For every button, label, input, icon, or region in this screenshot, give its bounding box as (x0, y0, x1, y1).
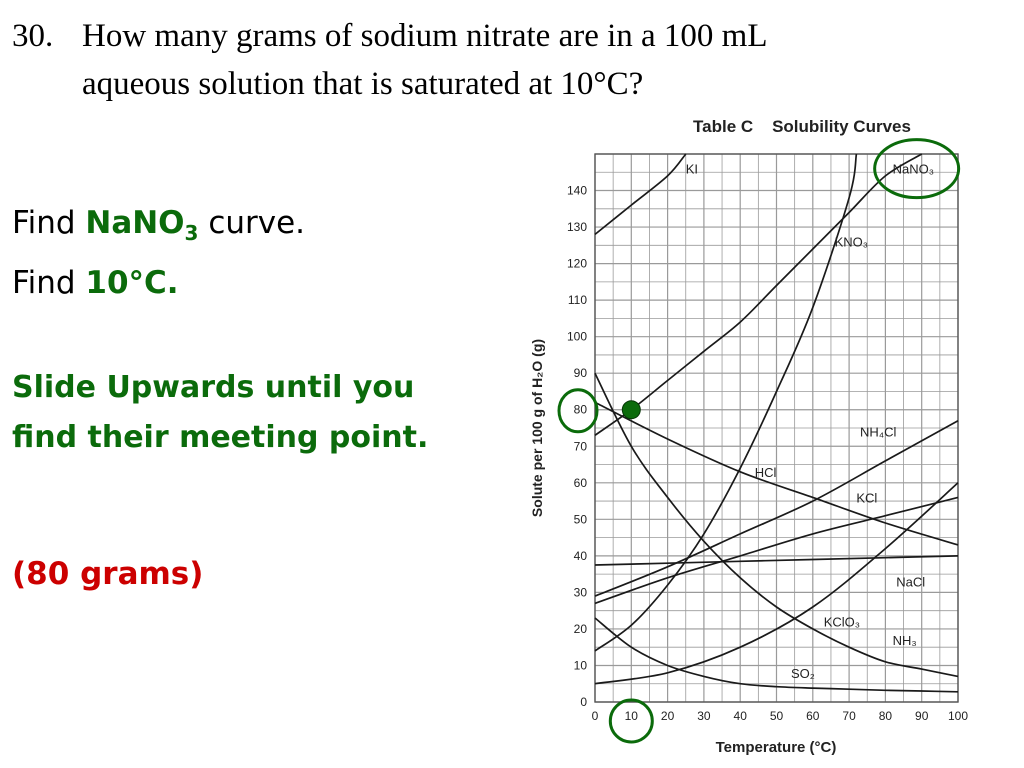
curve-labels: KI NaNO₃ KNO₃ NH₄Cl HCl KCl NaCl KClO₃ NH₃ SO₂ (686, 162, 934, 681)
y-tick-label: 50 (574, 512, 588, 526)
y-tick-label: 90 (574, 366, 588, 380)
x-axis-label: Temperature (°C) (716, 739, 837, 756)
y-tick-label: 0 (580, 695, 587, 709)
curve-kclo₃ (594, 482, 959, 685)
curve-label: SO₂ (791, 666, 815, 681)
y-tick-label: 100 (567, 330, 587, 344)
curve-label: KNO₃ (835, 235, 868, 250)
curve-label: HCl (755, 465, 777, 480)
curve-so₂ (594, 617, 959, 693)
nano3-subscript: 3 (184, 221, 199, 246)
find-curve-line: Find NaNO3 curve. (12, 198, 305, 258)
find-temp-value: 10°C. (85, 265, 179, 302)
slide-line-1: Slide Upwards until you (12, 370, 415, 405)
x-tick-label: 50 (770, 709, 784, 723)
plot-border (594, 153, 959, 703)
nano3-formula: NaNO3 (85, 205, 198, 245)
y-tick-label: 120 (567, 257, 587, 271)
curve-label: NaCl (896, 574, 925, 589)
x-tick-label: 30 (697, 709, 711, 723)
y-tick-label: 70 (574, 439, 588, 453)
nano3-formula-text: NaNO (85, 205, 185, 241)
y-tick-label: 140 (567, 184, 587, 198)
y-tick-label: 60 (574, 476, 588, 490)
x-tick-label: 100 (948, 709, 968, 723)
curve-hcl (594, 401, 959, 546)
y-tick-label: 10 (574, 658, 588, 672)
y-tick-label: 20 (574, 622, 588, 636)
nano3-label-circle (873, 138, 961, 200)
find-temp-prefix: Find (12, 265, 86, 302)
find-temperature-line: Find 10°C. (12, 258, 305, 308)
y-axis-ticks: 0 10 20 30 40 50 60 70 80 90 100 110 120 130 140 (567, 184, 587, 709)
x-tick-label: 80 (879, 709, 893, 723)
y-tick-label: 30 (574, 585, 588, 599)
question-line-1: How many grams of sodium nitrate are in … (82, 18, 768, 54)
x-tick-label: 70 (842, 709, 856, 723)
curve-nano₃ (594, 153, 923, 436)
chart-annotations (557, 138, 961, 744)
x-tick-label: 90 (915, 709, 929, 723)
curve-label: KClO₃ (824, 615, 860, 630)
y-tick-label: 130 (567, 220, 587, 234)
temperature-tick-circle (608, 698, 654, 744)
solubility-curves (594, 153, 959, 693)
question-number: 30. (12, 18, 54, 54)
solubility-chart: Table C Solubility Curves 0 10 20 30 40 50 60 7… (529, 117, 969, 756)
x-axis-ticks: 0 10 20 30 40 50 60 70 80 90 100 (592, 709, 969, 723)
solubility-tick-circle (557, 388, 599, 434)
y-tick-label: 110 (568, 293, 587, 307)
x-tick-label: 20 (661, 709, 675, 723)
x-tick-label: 10 (625, 709, 639, 723)
question-line-2: aqueous solution that is saturated at 10… (82, 66, 644, 102)
slide-line-2: find their meeting point. (12, 420, 429, 455)
curve-nacl (594, 555, 959, 566)
curve-kno₃ (594, 153, 858, 652)
curve-ki (594, 153, 687, 236)
chart-grid (594, 153, 959, 703)
y-tick-label: 40 (574, 549, 588, 563)
meeting-point-dot (621, 400, 641, 420)
x-tick-label: 40 (734, 709, 748, 723)
find-curve-suffix: curve. (198, 205, 306, 241)
chart-title: Table C Solubility Curves (693, 117, 911, 136)
answer-text: (80 grams) (12, 556, 204, 592)
curve-label: NH₃ (893, 633, 917, 648)
curve-label: KI (686, 162, 698, 177)
curve-label: NaNO₃ (893, 162, 934, 177)
curve-label: KCl (856, 490, 877, 505)
find-curve-prefix: Find (12, 205, 86, 241)
curve-nh₃ (594, 372, 959, 678)
curve-label: NH₄Cl (860, 425, 896, 440)
slide-instruction: Slide Upwards until you find their meeti… (12, 363, 428, 463)
find-instructions: Find NaNO3 curve. Find 10°C. (12, 198, 305, 308)
x-tick-label: 60 (806, 709, 820, 723)
y-axis-label: Solute per 100 g of H₂O (g) (529, 339, 545, 517)
curve-kcl (594, 496, 959, 605)
y-tick-label: 80 (574, 403, 588, 417)
curve-nh₄cl (594, 419, 959, 597)
x-tick-label: 0 (592, 709, 599, 723)
